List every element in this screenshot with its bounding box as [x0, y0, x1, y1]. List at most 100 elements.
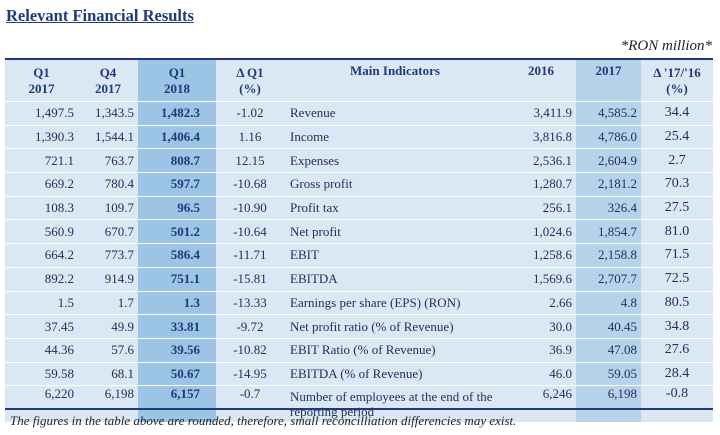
table-row: 44.36 57.6 39.56 -10.82 EBIT Ratio (% of Rev…: [5, 337, 713, 363]
cell-delta-q1: -11.71: [216, 243, 284, 268]
cell-q1-2017: 1,497.5: [5, 101, 78, 126]
cell-delta-q1: -10.64: [216, 219, 284, 244]
cell-q1-2017: 1,390.3: [5, 124, 78, 149]
cell-q1-2018: 751.1: [138, 266, 216, 291]
cell-2017: 2,707.7: [576, 266, 641, 291]
cell-2017: 4,585.2: [576, 101, 641, 126]
cell-delta-q1: -10.90: [216, 195, 284, 220]
cell-2017: 326.4: [576, 195, 641, 220]
cell-delta-q1: 12.15: [216, 148, 284, 173]
cell-q4-2017: 68.1: [78, 361, 138, 386]
col-header-2017: 2017: [576, 60, 641, 102]
cell-indicator: Gross profit: [284, 172, 506, 197]
cell-indicator: Net profit ratio (% of Revenue): [284, 314, 506, 339]
cell-delta-year: -0.8: [641, 385, 713, 423]
cell-q1-2018: 50.67: [138, 361, 216, 386]
cell-indicator: Profit tax: [284, 195, 506, 220]
cell-q1-2017: 669.2: [5, 172, 78, 197]
cell-indicator: EBIT Ratio (% of Revenue): [284, 337, 506, 363]
cell-delta-q1: -9.72: [216, 314, 284, 339]
cell-2017: 40.45: [576, 314, 641, 339]
cell-q4-2017: 57.6: [78, 337, 138, 363]
cell-delta-q1: -14.95: [216, 361, 284, 386]
cell-q4-2017: 1.7: [78, 290, 138, 315]
table-row: 108.3 109.7 96.5 -10.90 Profit tax 256.1 326.4…: [5, 195, 713, 220]
table-row: 1,497.5 1,343.5 1,482.3 -1.02 Revenue 3,411.9…: [5, 101, 713, 126]
table-row: 721.1 763.7 808.7 12.15 Expenses 2,536.1 2,604…: [5, 148, 713, 173]
financial-results-table: Q1 2017 Q4 2017 Q1 2018 Δ Q1 (%) Main Indica…: [5, 60, 713, 423]
table-bottom-rule: [5, 408, 713, 410]
cell-delta-q1: -1.02: [216, 101, 284, 126]
cell-2016: 1,258.6: [506, 243, 576, 268]
col-header-q4-2017: Q4 2017: [78, 60, 138, 102]
cell-2017: 4.8: [576, 290, 641, 315]
cell-q1-2018: 586.4: [138, 243, 216, 268]
cell-delta-year: 2.7: [641, 148, 713, 173]
cell-q4-2017: 1,343.5: [78, 101, 138, 126]
cell-q1-2018: 1.3: [138, 290, 216, 315]
cell-q1-2017: 108.3: [5, 195, 78, 220]
cell-delta-year: 70.3: [641, 172, 713, 197]
cell-q1-2018: 501.2: [138, 219, 216, 244]
cell-q1-2017: 37.45: [5, 314, 78, 339]
footnote: The figures in the table above are round…: [10, 413, 517, 428]
cell-q4-2017: 780.4: [78, 172, 138, 197]
table-row: 1,390.3 1,544.1 1,406.4 1.16 Income 3,816.8 4,…: [5, 124, 713, 149]
cell-2016: 2,536.1: [506, 148, 576, 173]
cell-delta-year: 34.8: [641, 314, 713, 339]
cell-2016: 46.0: [506, 361, 576, 386]
header-row: Q1 2017 Q4 2017 Q1 2018 Δ Q1 (%) Main Indica…: [5, 60, 713, 102]
cell-2016: 2.66: [506, 290, 576, 315]
cell-q4-2017: 49.9: [78, 314, 138, 339]
table-row: 560.9 670.7 501.2 -10.64 Net profit 1,024.6 1,…: [5, 219, 713, 244]
cell-delta-year: 81.0: [641, 219, 713, 244]
cell-delta-q1: -0.7: [216, 385, 284, 423]
cell-indicator: Revenue: [284, 101, 506, 126]
cell-indicator: EBIT: [284, 243, 506, 268]
table-row: 892.2 914.9 751.1 -15.81 EBITDA 1,569.6 2,707.…: [5, 266, 713, 291]
cell-q1-2017: 44.36: [5, 337, 78, 363]
cell-delta-year: 71.5: [641, 243, 713, 268]
cell-2016: 1,024.6: [506, 219, 576, 244]
cell-2017: 6,198: [576, 385, 641, 423]
cell-q1-2018: 33.81: [138, 314, 216, 339]
units-note: *RON million*: [620, 38, 712, 54]
cell-delta-q1: -10.68: [216, 172, 284, 197]
cell-2016: 1,569.6: [506, 266, 576, 291]
cell-delta-year: 34.4: [641, 101, 713, 126]
table-row: 669.2 780.4 597.7 -10.68 Gross profit 1,280.7…: [5, 172, 713, 197]
cell-2016: 6,246: [506, 385, 576, 423]
cell-indicator: Expenses: [284, 148, 506, 173]
cell-2017: 2,158.8: [576, 243, 641, 268]
cell-q1-2017: 892.2: [5, 266, 78, 291]
cell-q1-2017: 1.5: [5, 290, 78, 315]
cell-indicator: Earnings per share (EPS) (RON): [284, 290, 506, 315]
cell-indicator: EBITDA (% of Revenue): [284, 361, 506, 386]
col-header-q1-2017: Q1 2017: [5, 60, 78, 102]
cell-2016: 3,411.9: [506, 101, 576, 126]
cell-delta-year: 28.4: [641, 361, 713, 386]
table-row: 37.45 49.9 33.81 -9.72 Net profit ratio (% o…: [5, 314, 713, 339]
cell-q1-2018: 1,482.3: [138, 101, 216, 126]
cell-delta-year: 27.5: [641, 195, 713, 220]
cell-2017: 47.08: [576, 337, 641, 363]
cell-delta-year: 27.6: [641, 337, 713, 363]
table-top-rule: [5, 58, 713, 60]
cell-q4-2017: 6,198: [78, 385, 138, 423]
table-row: 6,220 6,198 6,157 -0.7 Number of employees a…: [5, 385, 713, 423]
cell-q1-2018: 1,406.4: [138, 124, 216, 149]
cell-2016: 1,280.7: [506, 172, 576, 197]
cell-q1-2017: 664.2: [5, 243, 78, 268]
cell-q1-2018: 6,157: [138, 385, 216, 423]
table-title: Relevant Financial Results: [6, 6, 194, 25]
table-row: 1.5 1.7 1.3 -13.33 Earnings per share (EPS) …: [5, 290, 713, 315]
col-header-q1-2018: Q1 2018: [138, 60, 216, 102]
cell-q4-2017: 763.7: [78, 148, 138, 173]
cell-q4-2017: 670.7: [78, 219, 138, 244]
cell-q4-2017: 109.7: [78, 195, 138, 220]
cell-q1-2018: 96.5: [138, 195, 216, 220]
table-row: 59.58 68.1 50.67 -14.95 EBITDA (% of Revenue…: [5, 361, 713, 386]
cell-q4-2017: 773.7: [78, 243, 138, 268]
table-row: 664.2 773.7 586.4 -11.71 EBIT 1,258.6 2,158.8 7…: [5, 243, 713, 268]
cell-indicator: EBITDA: [284, 266, 506, 291]
